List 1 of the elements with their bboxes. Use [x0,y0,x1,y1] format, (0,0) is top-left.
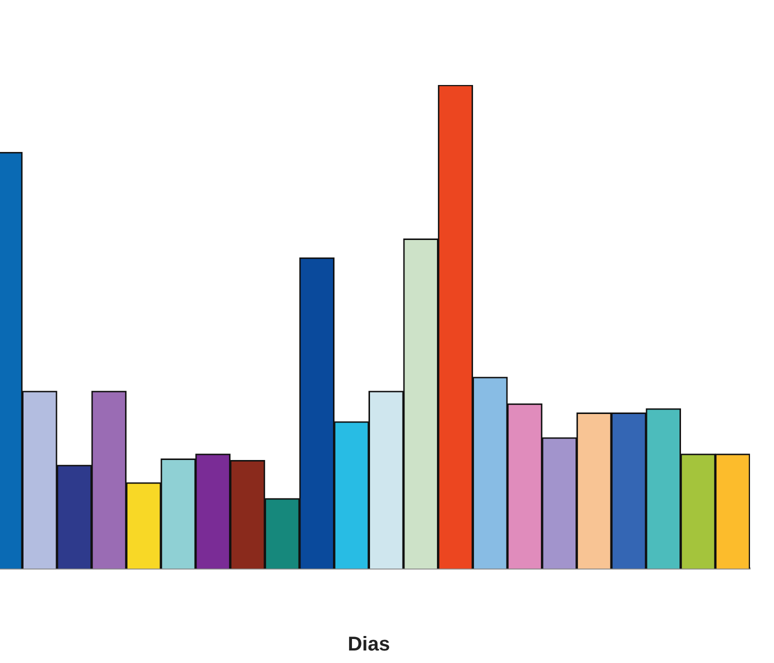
x-axis-title: Dias [348,634,390,656]
